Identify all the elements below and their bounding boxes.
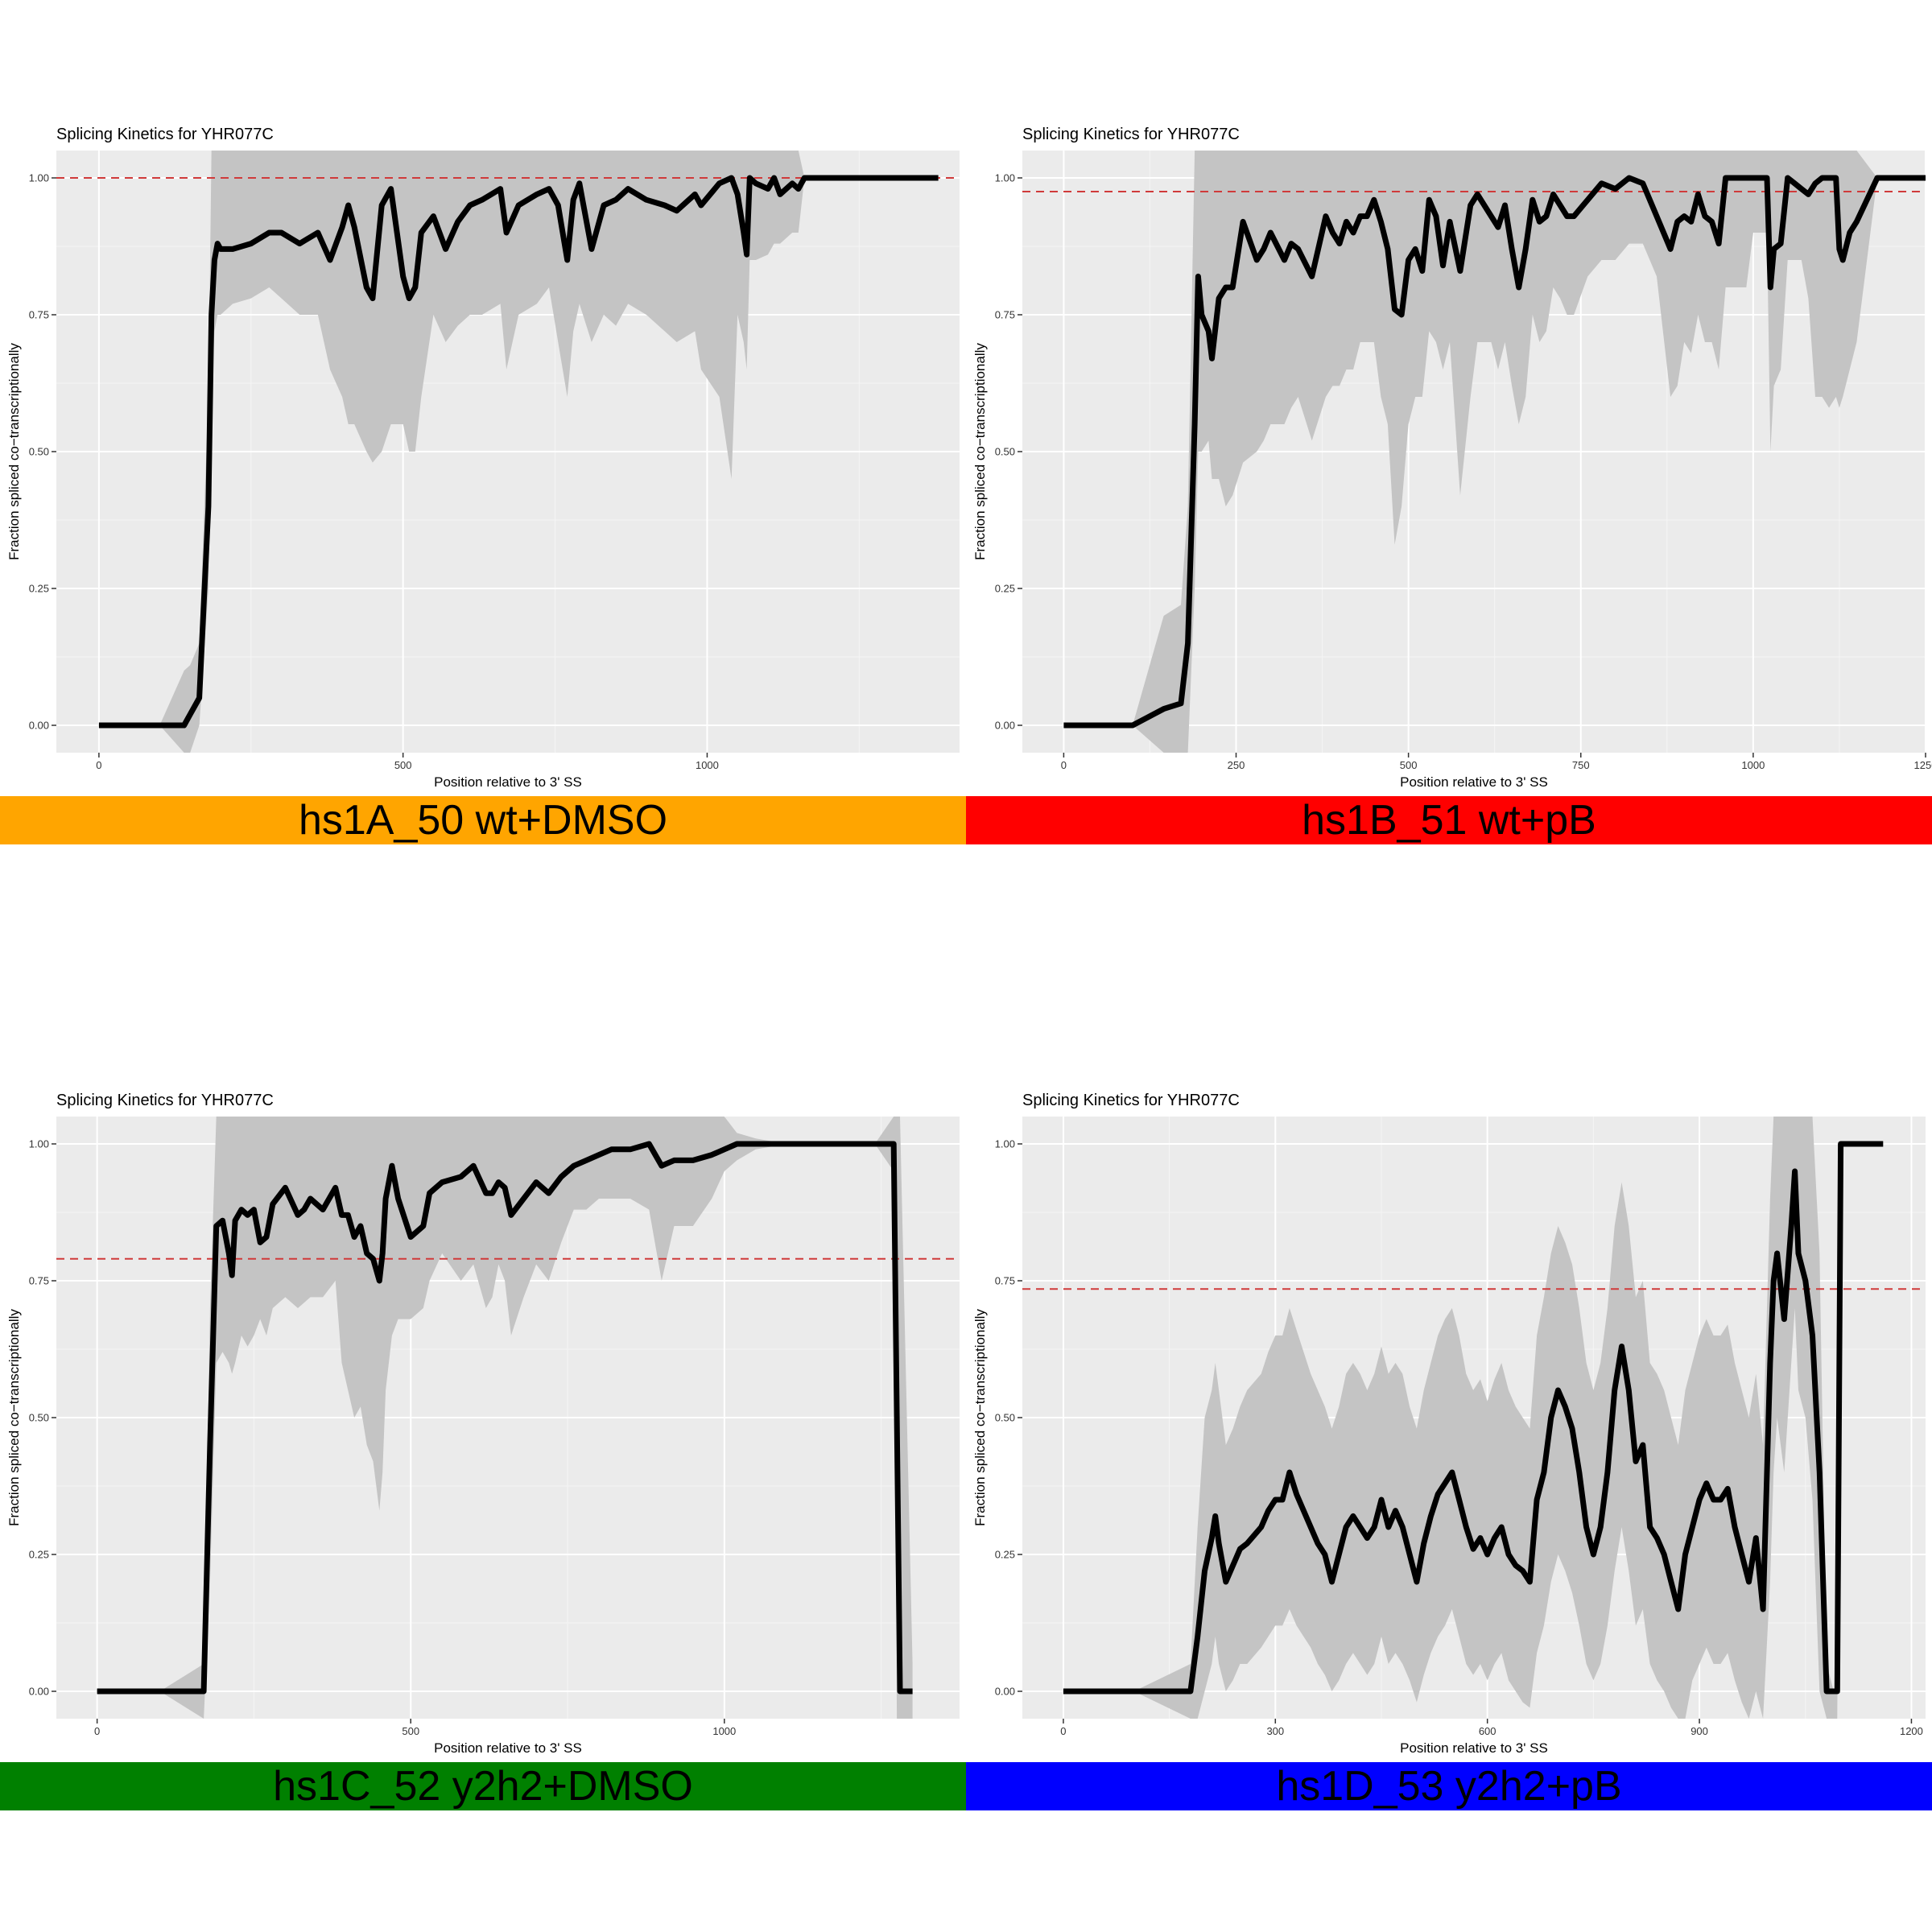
sample-banner: hs1D_53 y2h2+pB xyxy=(966,1762,1932,1810)
y-tick-label: 0.75 xyxy=(995,1275,1015,1287)
x-tick-label: 1250 xyxy=(1914,759,1932,771)
chart-panel: Splicing Kinetics for YHR077C 0.00 0.25 0.5… xyxy=(966,966,1932,1932)
x-tick-label: 900 xyxy=(1690,1725,1708,1737)
confidence-band xyxy=(97,1117,913,1719)
y-tick-label: 1.00 xyxy=(995,172,1015,184)
y-tick-label: 0.00 xyxy=(995,1686,1015,1698)
sample-banner: hs1C_52 y2h2+DMSO xyxy=(0,1762,966,1810)
y-tick-label: 0.50 xyxy=(995,446,1015,458)
x-tick-label: 1000 xyxy=(1741,759,1765,771)
x-tick-label: 0 xyxy=(96,759,101,771)
spliced-fraction-line xyxy=(98,175,939,729)
spliced-fraction-line xyxy=(1063,175,1926,729)
chart-panel: Splicing Kinetics for YHR077C 0.00 0.25 0.5… xyxy=(0,0,966,966)
x-tick-label: 0 xyxy=(1061,759,1067,771)
x-tick-label: 0 xyxy=(1060,1725,1066,1737)
y-axis-label: Fraction spliced co−transcriptionally xyxy=(6,343,22,560)
x-axis-label: Position relative to 3' SS xyxy=(434,774,582,790)
x-tick-label: 250 xyxy=(1228,759,1245,771)
y-tick-label: 0.25 xyxy=(29,1549,49,1561)
x-tick-label: 1000 xyxy=(696,759,719,771)
x-tick-label: 300 xyxy=(1266,1725,1284,1737)
x-tick-label: 500 xyxy=(394,759,412,771)
y-tick-label: 0.50 xyxy=(29,1412,49,1424)
chart-plot: Splicing Kinetics for YHR077C 0.00 0.25 0.5… xyxy=(6,1092,960,1756)
x-tick-label: 1200 xyxy=(1900,1725,1923,1737)
chart-title: Splicing Kinetics for YHR077C xyxy=(1022,1092,1240,1109)
spliced-fraction-line xyxy=(97,1141,913,1695)
confidence-band xyxy=(1063,1117,1884,1719)
y-tick-label: 0.00 xyxy=(995,720,1015,732)
y-tick-label: 0.25 xyxy=(995,1549,1015,1561)
chart-panel: Splicing Kinetics for YHR077C 0.00 0.25 0.5… xyxy=(0,966,966,1932)
chart-panel: Splicing Kinetics for YHR077C 0.00 0.25 0.5… xyxy=(966,0,1932,966)
confidence-band xyxy=(98,151,939,753)
chart-title: Splicing Kinetics for YHR077C xyxy=(56,1092,274,1109)
y-tick-label: 0.00 xyxy=(29,720,49,732)
y-tick-label: 0.50 xyxy=(995,1412,1015,1424)
spliced-fraction-line xyxy=(1063,1141,1884,1695)
y-tick-label: 0.75 xyxy=(29,309,49,321)
chart-title: Splicing Kinetics for YHR077C xyxy=(56,126,274,143)
y-tick-label: 0.25 xyxy=(29,583,49,595)
x-tick-label: 500 xyxy=(402,1725,419,1737)
x-tick-label: 750 xyxy=(1572,759,1590,771)
x-axis-label: Position relative to 3' SS xyxy=(1400,1740,1548,1756)
y-axis-label: Fraction spliced co−transcriptionally xyxy=(972,343,988,560)
chart-plot: Splicing Kinetics for YHR077C 0.00 0.25 0.5… xyxy=(972,126,1932,790)
x-axis-label: Position relative to 3' SS xyxy=(1400,774,1548,790)
chart-plot: Splicing Kinetics for YHR077C 0.00 0.25 0.5… xyxy=(972,1092,1926,1756)
y-tick-label: 0.25 xyxy=(995,583,1015,595)
y-tick-label: 0.00 xyxy=(29,1686,49,1698)
y-tick-label: 0.50 xyxy=(29,446,49,458)
y-tick-label: 1.00 xyxy=(29,172,49,184)
y-tick-label: 1.00 xyxy=(995,1138,1015,1150)
y-tick-label: 0.75 xyxy=(29,1275,49,1287)
y-axis-label: Fraction spliced co−transcriptionally xyxy=(972,1309,988,1526)
y-tick-label: 0.75 xyxy=(995,309,1015,321)
sample-banner: hs1B_51 wt+pB xyxy=(966,796,1932,844)
y-axis-label: Fraction spliced co−transcriptionally xyxy=(6,1309,22,1526)
confidence-band xyxy=(1063,151,1926,753)
sample-banner: hs1A_50 wt+DMSO xyxy=(0,796,966,844)
chart-title: Splicing Kinetics for YHR077C xyxy=(1022,126,1240,143)
x-tick-label: 1000 xyxy=(712,1725,736,1737)
x-tick-label: 600 xyxy=(1479,1725,1496,1737)
chart-plot: Splicing Kinetics for YHR077C 0.00 0.25 0.5… xyxy=(6,126,960,790)
y-tick-label: 1.00 xyxy=(29,1138,49,1150)
x-tick-label: 500 xyxy=(1400,759,1418,771)
x-axis-label: Position relative to 3' SS xyxy=(434,1740,582,1756)
x-tick-label: 0 xyxy=(94,1725,100,1737)
